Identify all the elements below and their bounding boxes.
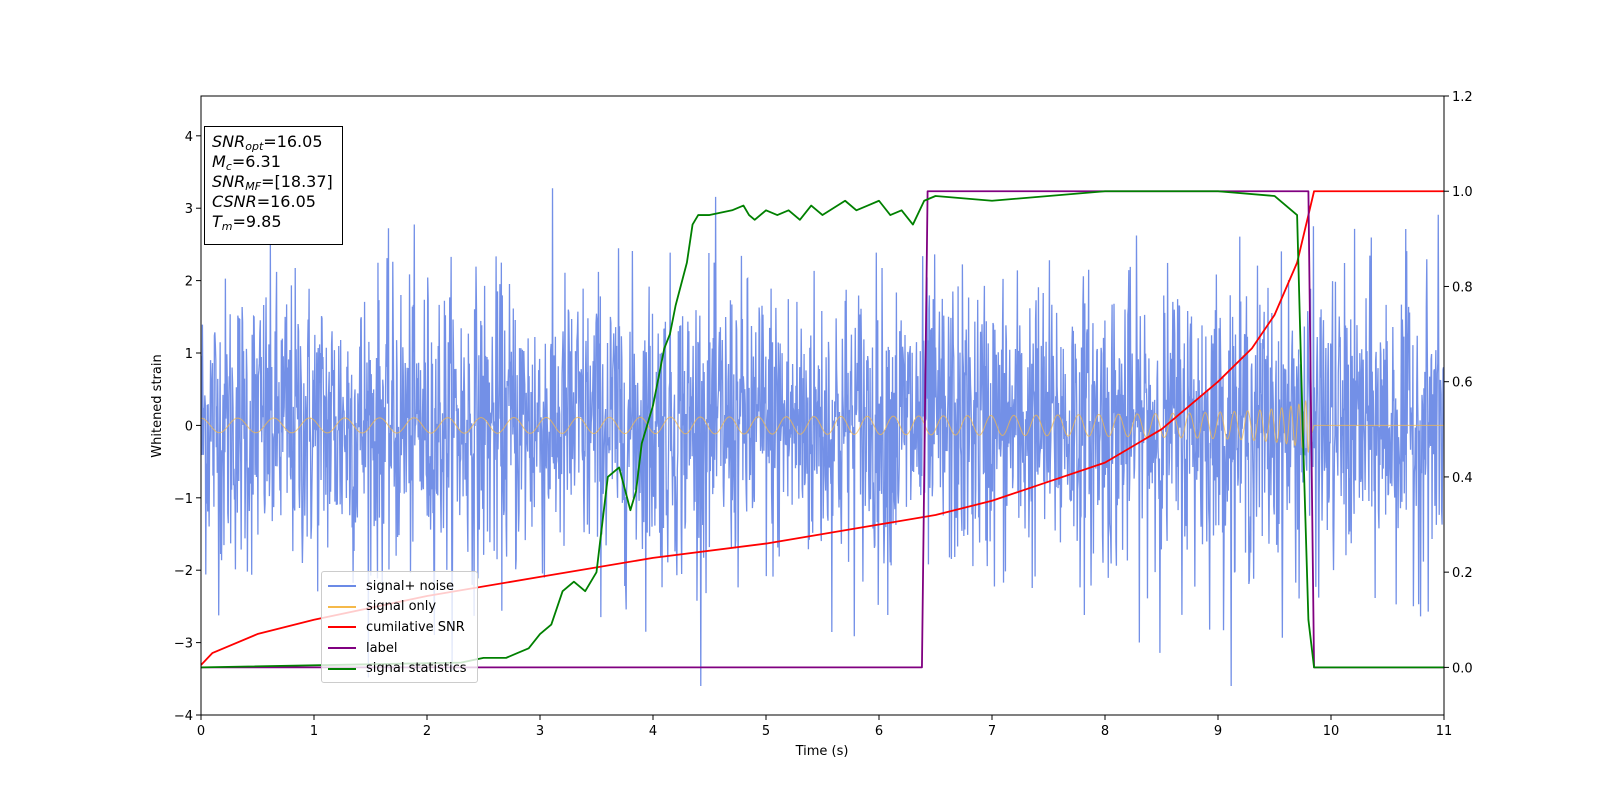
x-tick-label: 3 xyxy=(536,724,544,739)
legend-swatch-signal-statistics xyxy=(328,667,356,670)
mc-line: Mc=6.31 xyxy=(212,152,281,173)
y2-tick-label: 0.8 xyxy=(1452,280,1473,295)
y2-tick-label: 0.6 xyxy=(1452,376,1473,391)
legend-swatch-signal-only xyxy=(328,605,356,608)
y-tick-label: −1 xyxy=(174,492,193,507)
y-tick-label: 1 xyxy=(185,347,193,362)
y2-tick-label: 0.2 xyxy=(1452,566,1473,581)
y-tick-label: −2 xyxy=(174,564,193,579)
y2-tick-label: 1.0 xyxy=(1452,185,1473,200)
series-signal-only xyxy=(201,394,1444,453)
x-tick-label: 5 xyxy=(762,724,770,739)
legend-item-cumilative-snr: cumilative SNR xyxy=(328,617,471,638)
legend-item-signal-only: signal only xyxy=(328,597,471,618)
plot-area-border xyxy=(200,95,1445,716)
x-tick-label: 2 xyxy=(423,724,431,739)
series-signal-statistics xyxy=(201,190,1444,669)
x-tick-label: 7 xyxy=(988,724,996,739)
snr-mf-value: =[18.37] xyxy=(261,172,333,191)
mc-value: =6.31 xyxy=(231,152,281,171)
legend-swatch-cumilative-snr xyxy=(328,626,356,629)
x-tick-label: 8 xyxy=(1101,724,1109,739)
csnr-line: CSNR=16.05 xyxy=(212,192,316,211)
x-tick-label: 9 xyxy=(1214,724,1222,739)
x-tick-label: 4 xyxy=(649,724,657,739)
legend-label-signal-noise: signal+ noise xyxy=(366,578,455,594)
snr-opt-line: SNRopt=16.05 xyxy=(212,132,323,153)
x-axis-label: Time (s) xyxy=(795,744,849,759)
y-tick-label: 2 xyxy=(185,275,193,290)
y2-tick-label: 1.2 xyxy=(1452,90,1473,105)
legend-label-cumilative-snr: cumilative SNR xyxy=(366,619,465,635)
legend-label-signal-statistics: signal statistics xyxy=(366,661,467,677)
csnr-value: =16.05 xyxy=(256,192,316,211)
x-tick-label: 11 xyxy=(1436,724,1453,739)
snr-opt-value: =16.05 xyxy=(263,132,323,151)
legend-item-label: label xyxy=(328,638,471,659)
x-tick-label: 1 xyxy=(310,724,318,739)
y-tick-label: −3 xyxy=(174,637,193,652)
legend-swatch-signal-noise xyxy=(328,585,356,588)
legend-item-signal-noise: signal+ noise xyxy=(328,576,471,597)
legend-item-signal-statistics: signal statistics xyxy=(328,658,471,679)
y-tick-label: 3 xyxy=(185,202,193,217)
legend: signal+ noise signal only cumilative SNR… xyxy=(321,571,478,683)
y-axis-label: Whitened strain xyxy=(150,354,165,457)
x-tick-label: 6 xyxy=(875,724,883,739)
y-tick-label: 0 xyxy=(185,419,193,434)
y2-tick-label: 0.4 xyxy=(1452,471,1473,486)
series-signal-noise xyxy=(201,188,1444,687)
stats-info-box: SNRopt=16.05 Mc=6.31 SNRMF=[18.37] CSNR=… xyxy=(204,126,343,245)
y-tick-label: −4 xyxy=(174,709,193,724)
snr-mf-line: SNRMF=[18.37] xyxy=(212,172,333,193)
legend-label-label: label xyxy=(366,640,398,656)
tm-line: Tm=9.85 xyxy=(212,212,282,233)
legend-label-signal-only: signal only xyxy=(366,599,437,615)
legend-swatch-label xyxy=(328,647,356,650)
y-tick-label: 4 xyxy=(185,130,193,145)
y2-tick-label: 0.0 xyxy=(1452,661,1473,676)
x-tick-label: 0 xyxy=(197,724,205,739)
tm-value: =9.85 xyxy=(232,212,282,231)
x-tick-label: 10 xyxy=(1323,724,1340,739)
